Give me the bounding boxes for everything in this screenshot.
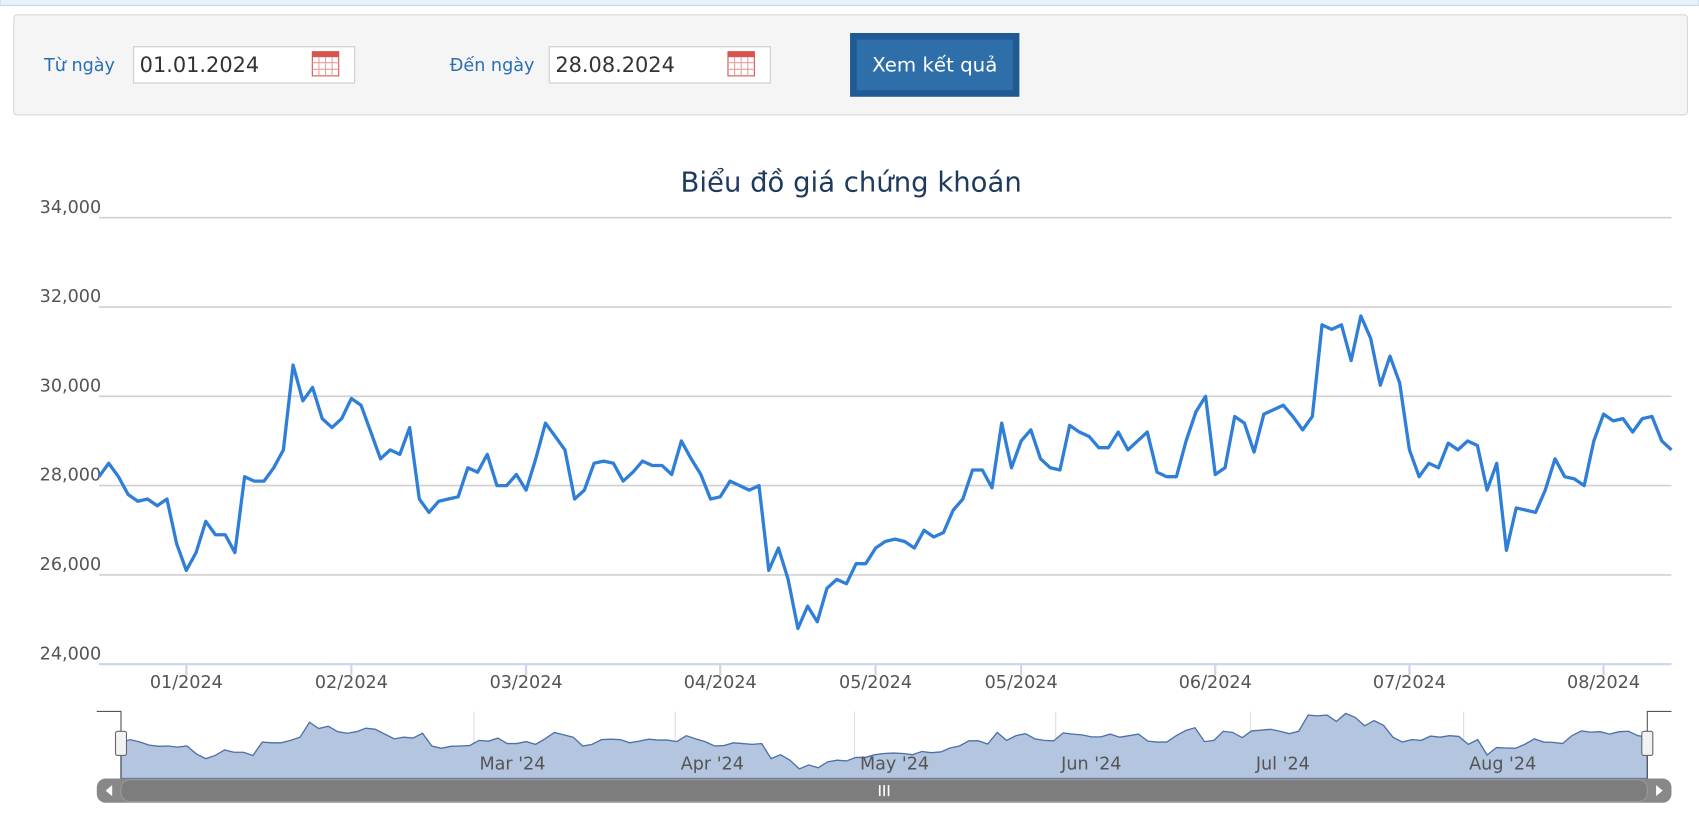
y-tick-label: 28,000	[40, 466, 102, 486]
from-label: Từ ngày	[43, 56, 115, 76]
chart-title: Biểu đồ giá chứng khoán	[681, 167, 1022, 199]
navigator-area	[120, 712, 1648, 780]
button-label: Xem kết quả	[872, 53, 997, 76]
to-label: Đến ngày	[450, 55, 535, 76]
y-tick-label: 26,000	[40, 555, 102, 575]
x-tick-label: 05/2024	[985, 673, 1058, 693]
y-tick-label: 32,000	[40, 287, 102, 307]
navigator-label: Aug '24	[1469, 754, 1536, 774]
x-tick-label: 02/2024	[315, 673, 388, 693]
calendar-icon[interactable]	[311, 51, 340, 77]
x-tick-label: 05/2024	[839, 673, 912, 693]
navigator-label: Mar '24	[479, 754, 545, 774]
thumb-grip	[878, 785, 890, 797]
x-tick-label: 01/2024	[150, 673, 223, 693]
y-tick-label: 34,000	[40, 198, 102, 218]
navigator-outline	[96, 710, 1672, 779]
scroll-right[interactable]	[1656, 785, 1663, 797]
x-tick-label: 03/2024	[490, 673, 563, 693]
price-line	[97, 314, 1673, 631]
from-value: 01.01.2024	[140, 53, 260, 77]
y-tick-label: 24,000	[40, 644, 102, 664]
x-tick-label: 04/2024	[684, 673, 757, 693]
submit-button[interactable]: Xem kết quả	[850, 32, 1020, 97]
to-value: 28.08.2024	[555, 53, 675, 77]
y-tick-label: 30,000	[40, 376, 102, 396]
navigator-handle[interactable]	[114, 730, 128, 757]
navigator-label: Jun '24	[1060, 754, 1121, 774]
x-tick-label: 06/2024	[1179, 673, 1252, 693]
navigator-label: Apr '24	[681, 754, 744, 774]
calendar-icon[interactable]	[727, 51, 755, 77]
scroll-left[interactable]	[105, 785, 113, 797]
top-strip	[0, 0, 1699, 7]
navigator-handle[interactable]	[1641, 730, 1654, 757]
navigator-label: May '24	[860, 754, 929, 774]
x-tick-label: 07/2024	[1373, 673, 1446, 693]
navigator-label: Jul '24	[1255, 754, 1310, 774]
x-tick-label: 08/2024	[1567, 673, 1640, 693]
